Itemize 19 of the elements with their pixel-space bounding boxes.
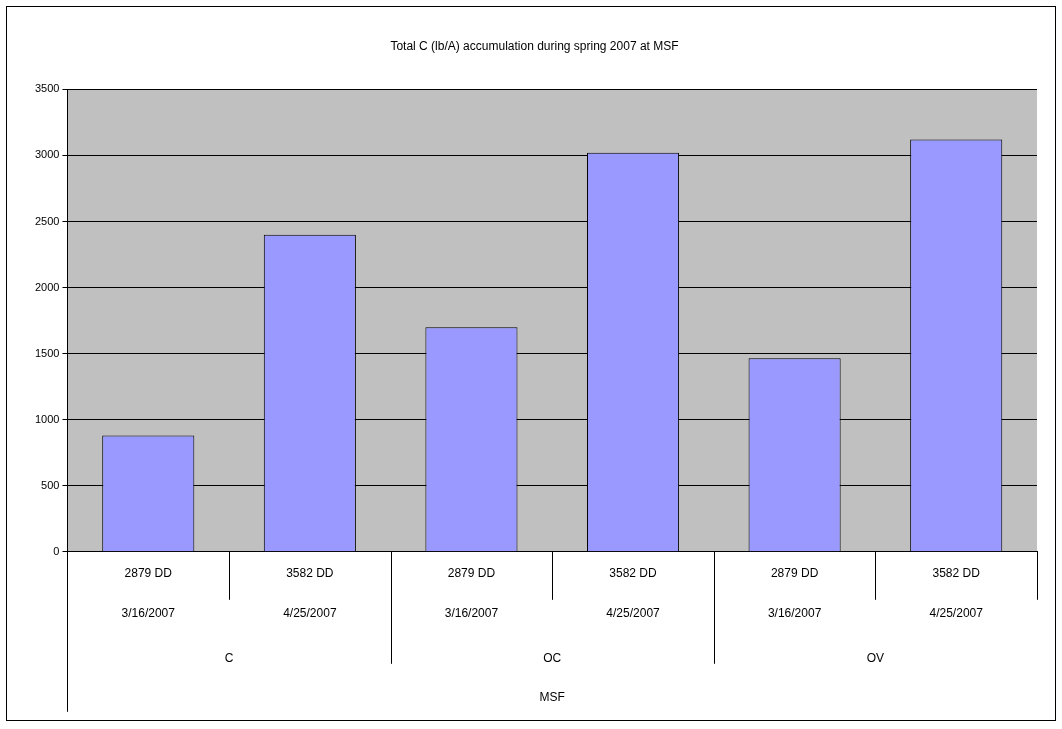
category-label: 3582 DD 4/25/2007 — [606, 565, 660, 620]
y-tick-label: 3000 — [34, 148, 60, 161]
text: OC — [543, 651, 562, 666]
y-tick-label: 2500 — [34, 214, 60, 227]
y-tick-label: 1000 — [34, 412, 60, 425]
chart-title: Total C (lb/A) accumulation during spring 2007 at MSF — [390, 38, 679, 53]
category-label: 2879 DD 3/16/2007 — [121, 565, 175, 620]
category-label: 2879 DD 3/16/2007 — [767, 565, 822, 620]
category-label: 2879 DD 3/16/2007 — [444, 565, 499, 620]
y-tick-label: 0 — [53, 544, 60, 557]
text: C — [224, 651, 234, 666]
y-tick-label: 2000 — [34, 280, 60, 293]
y-tick-label: 500 — [41, 478, 60, 491]
text: OV — [866, 651, 885, 666]
category-label: 3582 DD 4/25/2007 — [929, 565, 983, 620]
category-label: 3582 DD 4/25/2007 — [283, 565, 337, 620]
y-tick-label: 3500 — [34, 82, 60, 95]
y-tick-label: 1500 — [34, 346, 60, 359]
text: MSF — [539, 690, 565, 705]
